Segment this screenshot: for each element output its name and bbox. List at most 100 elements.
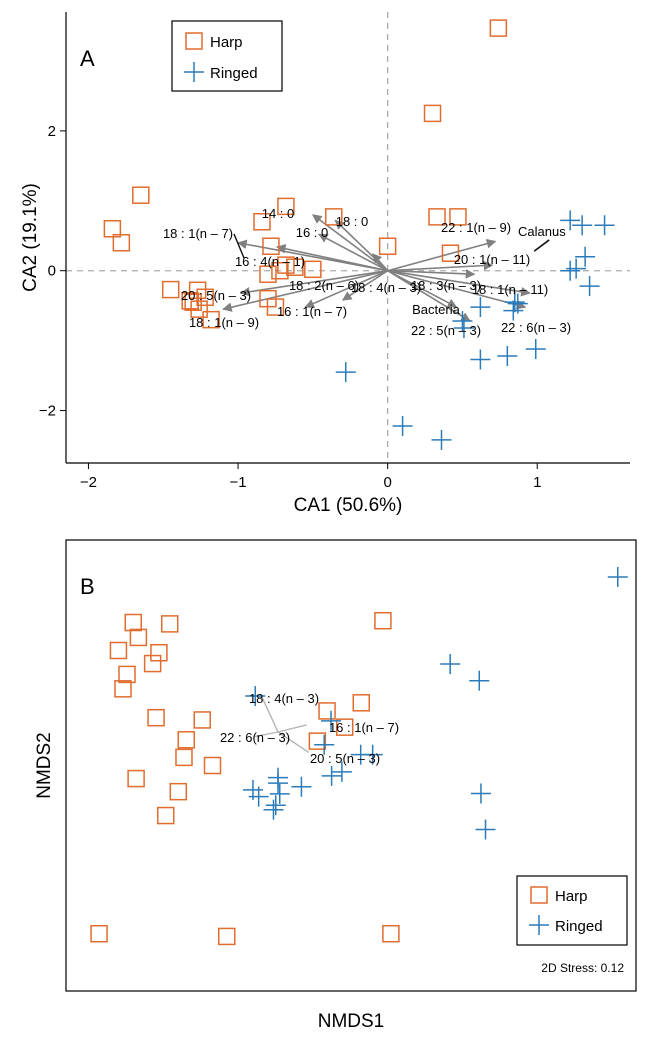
panel-a-vector-arrow — [317, 233, 389, 272]
panel-a-vector-arrow — [387, 269, 531, 297]
panel-a-ringed-point — [453, 318, 474, 339]
panel-b-vector-line — [253, 731, 279, 738]
panel-a-harp-point — [259, 265, 277, 283]
panel-b-legend-harp-label: Harp — [555, 888, 588, 905]
panel-a-vector-label: 16 : 0 — [296, 225, 329, 240]
panel-b-ringed-point — [321, 765, 342, 786]
panel-a-vector-label: 20 : 1(n – 11) — [454, 252, 530, 267]
panel-b-ringed-point — [607, 566, 628, 587]
panel-b-legend-harp-symbol — [530, 886, 548, 904]
panel-b-letter: B — [80, 574, 95, 599]
panel-a-harp-point — [253, 213, 271, 231]
panel-a-harp-point — [190, 300, 208, 318]
panel-a-harp-point — [277, 256, 295, 274]
panel-a-x-tick-label: 0 — [383, 474, 391, 491]
panel-a-x-tick-label: 1 — [533, 474, 541, 491]
panel-a-harp-point — [286, 258, 304, 276]
panel-b-ringed-point — [469, 670, 490, 691]
panel-a-vector-arrow — [387, 260, 494, 272]
panel-a-vector-label: 22 : 1(n – 9) — [441, 220, 511, 235]
panel-a-vector-arrow — [387, 269, 527, 310]
panel-a-legend-ringed-label: Ringed — [210, 65, 258, 82]
panel-a-vector-arrow — [276, 244, 388, 272]
panel-a-legend-harp-symbol — [185, 32, 203, 50]
panel-b-vector-line — [277, 724, 307, 733]
panel-a-harp-point — [262, 237, 280, 255]
panel-a-ringed-point — [431, 429, 452, 450]
panel-b-harp-point — [374, 611, 392, 630]
panel-b-ringed-point — [291, 776, 312, 797]
panel-b-harp-point — [193, 711, 211, 729]
panel-b-vector-label: 18 : 4(n – 3) — [249, 691, 319, 706]
panel-a-harp-point — [449, 208, 467, 226]
panel-b-ringed-point — [268, 773, 289, 794]
panel-b-harp-point — [335, 718, 354, 736]
panel-a-harp-point — [103, 220, 122, 238]
panel-a-vector-label: 18 : 4(n – 3) — [351, 280, 421, 295]
panel-a-vector-label: Calanus — [518, 224, 566, 239]
panel-a-y-tick-label: 2 — [48, 123, 56, 140]
panel-a-harp-point — [266, 298, 285, 316]
panel-a-vector-label: Bacteria — [412, 302, 460, 317]
panel-a-vector-arrow — [304, 269, 388, 308]
panel-b-harp-point — [127, 769, 145, 788]
panel-a-harp-point — [423, 104, 442, 123]
panel-b-ringed-point — [331, 761, 352, 782]
panel-b-harp-point — [177, 731, 196, 749]
panel-a-vector-label: 18 : 2(n – 6) — [289, 278, 359, 293]
panel-a-vector-connector — [233, 233, 245, 259]
panel-b-harp-point — [147, 708, 165, 727]
panel-a-ringed-point — [335, 362, 356, 383]
panel-b-harp-point — [382, 924, 400, 943]
panel-b-ringed-point — [314, 734, 335, 755]
panel-b-harp-point — [157, 806, 175, 825]
panel-a-harp-point — [161, 280, 180, 299]
panel-a-ringed-point — [470, 297, 491, 318]
panel-b-harp-point — [175, 748, 193, 767]
panel-a-y-tick-label: −2 — [39, 403, 56, 420]
panel-b-harp-point — [150, 644, 168, 662]
panel-a-legend-harp-label: Harp — [210, 34, 243, 51]
panel-a-harp-point — [304, 260, 322, 279]
panel-b-harp-point — [109, 641, 128, 660]
panel-a-ringed-point — [504, 292, 525, 313]
panel-b-vector-label: 20 : 5(n – 3) — [310, 751, 380, 766]
panel-a-harp-point — [271, 261, 289, 280]
panel-a-legend-ringed-symbol — [184, 62, 204, 82]
panel-b-ringed-point — [362, 744, 383, 765]
panel-b-ringed-point — [475, 819, 496, 840]
panel-a-vector-arrow — [387, 270, 458, 308]
panel-a-vector-arrow — [240, 269, 388, 297]
panel-a-ringed-point — [470, 349, 491, 370]
panel-a-ringed-point — [560, 210, 581, 231]
panel-a-x-axis-title: CA1 (50.6%) — [294, 495, 403, 516]
panel-a-harp-point — [378, 237, 397, 255]
panel-a-vector-label: 18 : 1(n – 9) — [189, 315, 259, 330]
panel-b-ringed-point — [440, 654, 461, 675]
panel-a-ringed-point — [575, 246, 596, 267]
panel-a-vector-label: 22 : 6(n – 3) — [501, 320, 571, 335]
panel-a-vector-label: 14 : 0 — [262, 206, 295, 221]
panel-b-ringed-point — [470, 783, 491, 804]
panel-b-vector-label: 22 : 6(n – 3) — [220, 730, 290, 745]
panel-a-harp-point — [112, 233, 131, 252]
panel-b-vector-line — [277, 731, 310, 754]
panel-a-ringed-point — [594, 215, 615, 236]
panel-a-harp-point — [441, 244, 460, 262]
panel-a-x-tick-label: −1 — [229, 474, 246, 491]
panel-a-ringed-point — [579, 276, 600, 297]
panel-a-vector-label: 16 : 1(n – 7) — [277, 304, 347, 319]
panel-b-vector-label: 16 : 1(n – 7) — [329, 720, 399, 735]
panel-b-ringed-point — [321, 710, 342, 731]
panel-b-harp-point — [124, 613, 143, 632]
panel-a-vector-arrow — [372, 253, 389, 272]
panel-a-harp-point — [489, 19, 508, 37]
panel-b-legend-ringed-symbol — [529, 915, 549, 935]
panel-a-vector-label: 16 : 4(n – 1) — [235, 254, 305, 269]
panel-a-harp-point — [202, 310, 220, 329]
panel-b-harp-point — [118, 665, 136, 684]
panel-a-vector-label: 18 : 0 — [336, 214, 369, 229]
panel-b-harp-point — [114, 680, 132, 698]
panel-a-letter: A — [80, 46, 95, 71]
panel-b-harp-point — [169, 782, 188, 801]
